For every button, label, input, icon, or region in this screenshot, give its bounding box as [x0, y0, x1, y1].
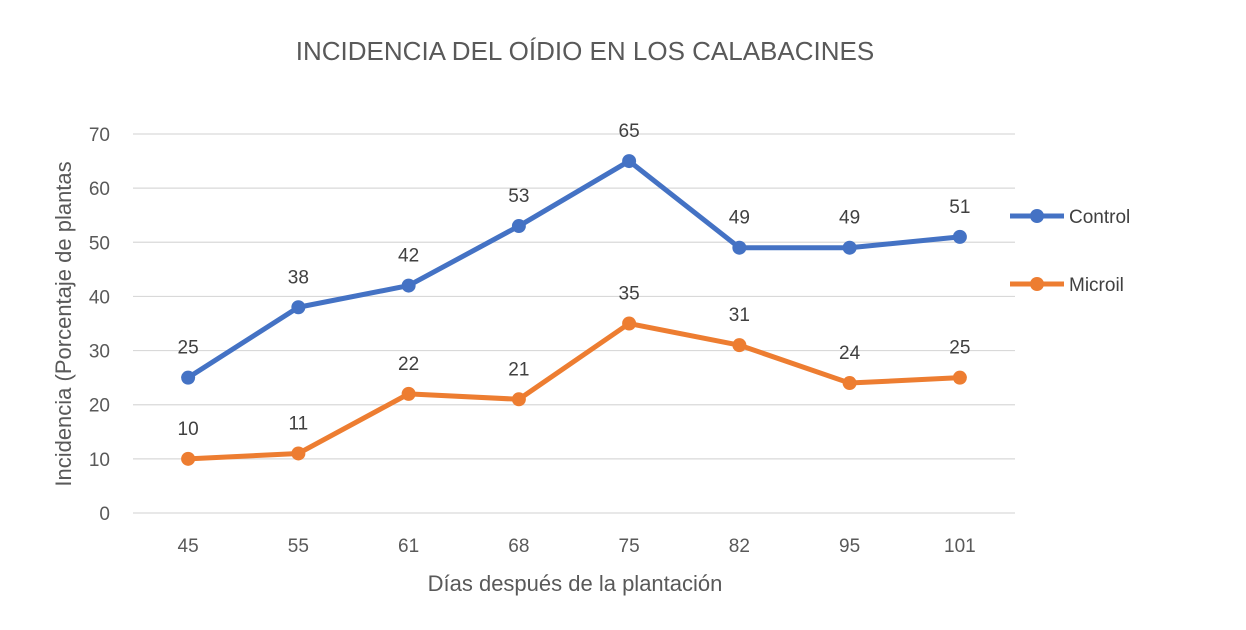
- legend-marker-control: [1030, 209, 1044, 223]
- data-point-control: [511, 219, 526, 234]
- x-tick-label: 101: [944, 536, 976, 557]
- data-label-microil: 21: [508, 359, 529, 380]
- series-line-control: [185, 158, 963, 381]
- data-point-microil: [622, 316, 637, 331]
- data-label-control: 49: [839, 208, 860, 229]
- legend-marker-microil: [1030, 277, 1044, 291]
- data-point-microil: [511, 392, 526, 407]
- data-point-control: [952, 229, 967, 244]
- data-point-microil: [842, 376, 857, 391]
- x-axis-ticks: 45 55 61 68 75 82 95 101: [178, 536, 976, 557]
- data-point-control: [732, 240, 747, 255]
- data-label-control: 51: [949, 197, 970, 218]
- legend-label-microil: Microil: [1069, 275, 1124, 296]
- data-label-control: 25: [178, 338, 199, 359]
- data-label-microil: 24: [839, 343, 861, 364]
- data-label-microil: 11: [289, 413, 309, 434]
- x-tick-label: 68: [508, 536, 529, 557]
- x-tick-label: 45: [178, 536, 199, 557]
- x-tick-label: 61: [398, 536, 419, 557]
- data-label-control: 38: [288, 267, 309, 288]
- y-axis-title: Incidencia (Porcentaje de plantas: [51, 161, 76, 486]
- y-tick-label: 20: [89, 396, 110, 417]
- y-axis-ticks: 0 10 20 30 40 50 60 70: [89, 125, 110, 525]
- data-label-control: 65: [619, 121, 640, 142]
- y-tick-label: 40: [89, 287, 110, 308]
- x-tick-label: 82: [729, 536, 750, 557]
- legend: Control Microil: [1010, 207, 1130, 296]
- data-point-microil: [181, 451, 196, 466]
- data-point-control: [181, 370, 196, 385]
- x-tick-label: 95: [839, 536, 860, 557]
- gridlines: [133, 133, 1015, 514]
- series-line-microil: [185, 321, 963, 462]
- data-point-microil: [401, 386, 416, 401]
- x-axis-title: Días después de la plantación: [428, 571, 723, 596]
- data-point-microil: [732, 338, 747, 353]
- data-point-control: [291, 300, 306, 315]
- y-tick-label: 70: [89, 125, 110, 146]
- x-tick-label: 55: [288, 536, 309, 557]
- data-point-control: [622, 154, 637, 169]
- data-labels: 25 38 42 53 65 49 49 51 10 11 22 21 35 31 24 25: [178, 121, 971, 440]
- data-label-control: 53: [508, 186, 529, 207]
- y-tick-label: 60: [89, 179, 110, 200]
- data-point-control: [842, 240, 857, 255]
- x-tick-label: 75: [619, 536, 640, 557]
- data-label-microil: 25: [949, 338, 970, 359]
- data-point-microil: [291, 446, 306, 461]
- data-label-microil: 31: [729, 305, 750, 326]
- y-tick-label: 10: [89, 450, 110, 471]
- data-label-microil: 22: [398, 354, 419, 375]
- data-label-control: 49: [729, 208, 750, 229]
- legend-label-control: Control: [1069, 207, 1130, 228]
- series-lines: [181, 154, 967, 466]
- y-tick-label: 30: [89, 342, 110, 363]
- y-tick-label: 50: [89, 233, 110, 254]
- y-tick-label: 0: [99, 504, 110, 525]
- data-label-microil: 10: [178, 419, 199, 440]
- data-point-control: [401, 278, 416, 293]
- chart-title: INCIDENCIA DEL OÍDIO EN LOS CALABACINES: [296, 36, 874, 66]
- data-label-microil: 35: [619, 284, 640, 305]
- data-label-control: 42: [398, 246, 419, 267]
- data-point-microil: [952, 370, 967, 385]
